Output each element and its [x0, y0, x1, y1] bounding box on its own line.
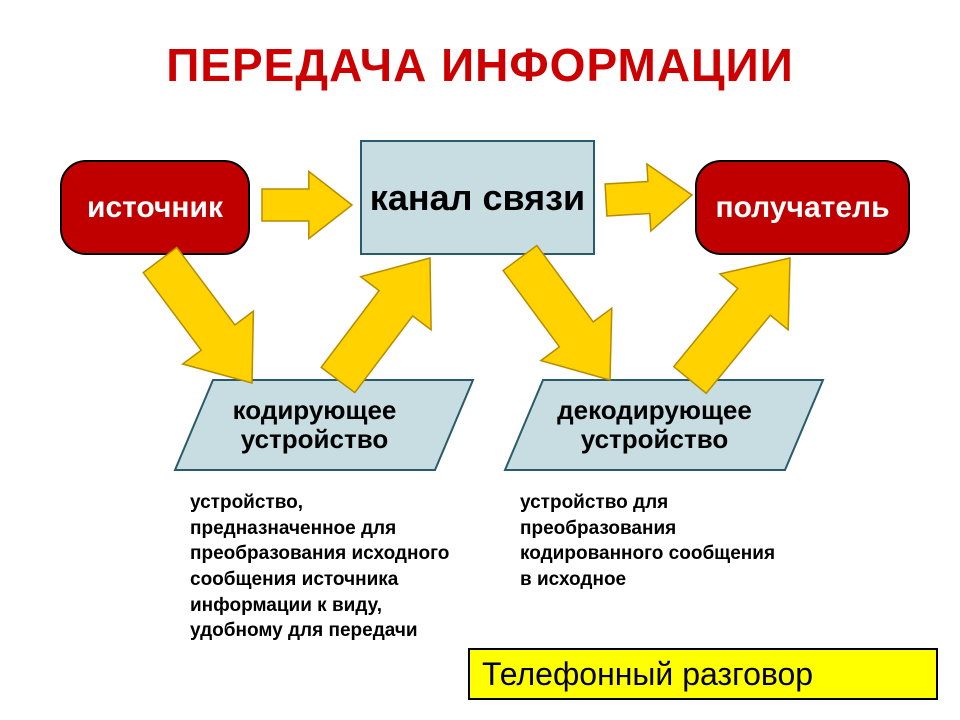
arrow-decoder-to-recv: [674, 258, 790, 393]
arrow-src-to-encoder: [143, 247, 253, 383]
arrow-encoder-to-chan: [321, 258, 431, 393]
diagram-stage: { "title": { "text": "ПЕРЕДАЧА ИНФОРМАЦИ…: [0, 0, 960, 720]
arrow-channel-to-recv: [605, 164, 692, 231]
arrow-chan-to-decoder: [503, 246, 612, 381]
arrow-src-to-channel: [262, 171, 352, 238]
arrows-layer: [0, 0, 960, 720]
